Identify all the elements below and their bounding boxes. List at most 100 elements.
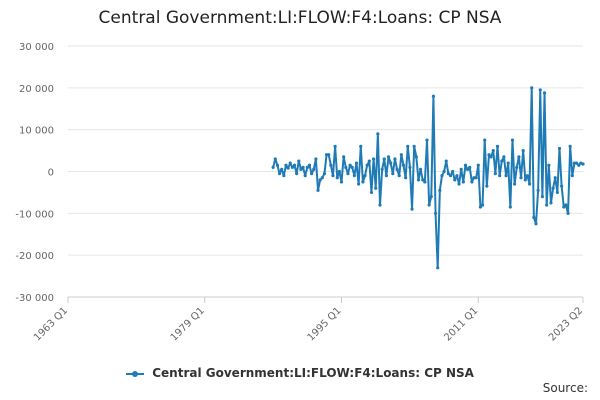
data-point xyxy=(487,153,491,157)
data-point xyxy=(532,215,536,220)
data-point xyxy=(397,174,401,178)
data-point xyxy=(412,144,416,148)
data-point xyxy=(416,178,421,182)
data-point xyxy=(284,163,288,167)
data-point xyxy=(382,157,386,161)
data-point xyxy=(329,163,333,167)
data-point xyxy=(290,165,294,169)
data-point xyxy=(322,171,327,176)
y-tick-label: -20 000 xyxy=(15,251,54,262)
data-point xyxy=(427,203,431,207)
data-point xyxy=(361,180,365,184)
data-point xyxy=(371,157,376,161)
data-point xyxy=(303,174,307,178)
data-point xyxy=(581,162,585,166)
chart-title: Central Government:LI:FLOW:F4:Loans: CP … xyxy=(98,8,502,28)
data-point xyxy=(551,186,555,190)
x-tick-label: 1963 Q1 xyxy=(32,305,70,343)
legend-label: Central Government:LI:FLOW:F4:Loans: CP … xyxy=(152,366,474,380)
data-point xyxy=(401,163,406,167)
data-point xyxy=(297,159,301,163)
data-point xyxy=(399,153,403,157)
data-point xyxy=(540,195,545,199)
data-point xyxy=(506,161,510,165)
data-point xyxy=(453,178,457,182)
data-point xyxy=(386,155,391,159)
data-point xyxy=(339,180,344,184)
data-point xyxy=(363,174,367,178)
data-point xyxy=(333,144,337,148)
data-point xyxy=(521,148,525,153)
data-point xyxy=(555,190,559,195)
data-point xyxy=(564,203,568,207)
y-tick-label: 0 xyxy=(48,168,54,179)
x-tick-label: 2023 Q2 xyxy=(547,305,585,343)
data-point xyxy=(316,188,320,192)
data-point xyxy=(444,159,448,163)
data-point xyxy=(523,178,527,182)
data-point xyxy=(418,167,423,172)
legend[interactable]: Central Government:LI:FLOW:F4:Loans: CP … xyxy=(0,366,600,380)
data-point xyxy=(318,178,322,182)
data-point xyxy=(513,182,517,186)
data-point xyxy=(538,88,542,92)
data-point xyxy=(295,171,299,176)
data-point xyxy=(346,171,350,176)
data-point xyxy=(498,174,502,178)
data-point xyxy=(275,163,280,167)
x-tick-label: 1995 Q1 xyxy=(306,305,344,343)
data-point xyxy=(369,190,374,195)
data-point xyxy=(485,184,489,188)
data-point xyxy=(463,163,468,167)
data-point xyxy=(547,163,551,167)
data-point xyxy=(301,165,305,169)
data-point xyxy=(468,165,472,169)
data-point xyxy=(282,174,286,178)
data-point xyxy=(557,146,562,151)
data-point xyxy=(455,174,459,178)
data-point xyxy=(560,184,564,188)
data-point xyxy=(404,176,408,180)
data-point xyxy=(320,176,324,180)
data-point xyxy=(483,138,487,142)
data-point xyxy=(457,182,461,186)
data-point xyxy=(577,163,581,167)
data-point xyxy=(423,180,427,184)
data-point xyxy=(391,171,395,176)
data-point xyxy=(530,86,534,90)
data-point xyxy=(448,174,453,178)
data-point xyxy=(545,203,549,207)
data-point xyxy=(495,144,500,148)
data-point xyxy=(376,132,380,136)
data-point xyxy=(440,174,444,178)
data-point xyxy=(549,201,553,205)
data-point xyxy=(429,195,433,199)
data-point xyxy=(489,155,493,159)
data-point xyxy=(442,169,446,174)
series-line xyxy=(272,86,584,269)
data-point xyxy=(421,178,425,182)
data-point xyxy=(374,186,378,190)
data-point xyxy=(570,174,574,178)
data-point xyxy=(451,169,455,174)
data-point xyxy=(348,163,352,167)
data-point xyxy=(534,222,538,226)
data-point xyxy=(568,144,572,148)
data-point xyxy=(406,144,410,148)
data-point xyxy=(476,163,480,167)
data-point xyxy=(508,205,512,209)
data-point xyxy=(350,165,354,169)
data-point xyxy=(271,165,275,169)
data-point xyxy=(500,159,504,163)
data-point xyxy=(288,161,292,165)
data-point xyxy=(459,167,463,172)
data-point xyxy=(438,188,442,192)
data-point xyxy=(566,211,570,215)
data-point xyxy=(502,155,506,159)
data-point xyxy=(527,182,532,186)
x-tick-label: 2011 Q1 xyxy=(442,305,480,343)
data-point xyxy=(307,163,312,167)
data-point xyxy=(354,161,359,165)
data-point xyxy=(367,159,371,163)
